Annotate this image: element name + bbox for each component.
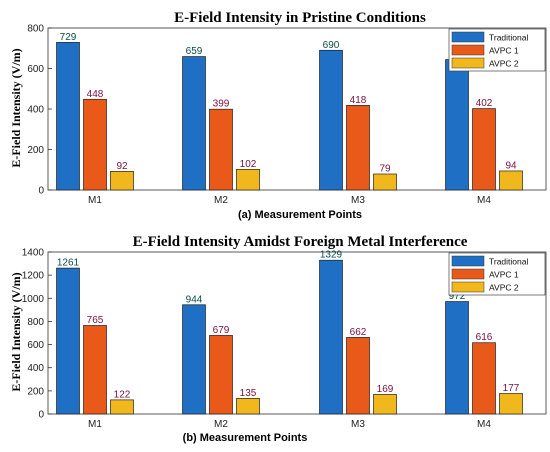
y-tick-label: 400 — [27, 105, 44, 116]
bar-avpc-2-m1 — [110, 171, 134, 191]
x-axis-label: (a) Measurement Points — [238, 209, 362, 221]
legend-label: AVPC 2 — [489, 283, 519, 293]
data-label: 944 — [186, 294, 203, 305]
data-label: 662 — [350, 327, 367, 338]
y-tick-label: 600 — [27, 340, 44, 351]
x-tick-label: M3 — [351, 419, 365, 430]
data-label: 94 — [505, 160, 517, 171]
data-label: 1329 — [320, 250, 343, 261]
data-label: 679 — [213, 325, 230, 336]
data-label: 135 — [240, 388, 257, 399]
legend-swatch — [451, 44, 485, 56]
bar-avpc-2-m4 — [499, 393, 523, 415]
y-tick-label: 800 — [27, 317, 44, 328]
bar-avpc-1-m2 — [209, 335, 233, 415]
y-tick-label: 600 — [27, 64, 44, 75]
y-tick-label: 400 — [27, 363, 44, 374]
data-label: 79 — [379, 164, 391, 175]
y-tick-label: 200 — [27, 145, 44, 156]
bars: 1261 944 1329 972 765 679 662 616 122 135 169 177 — [56, 250, 523, 415]
legend-swatch — [451, 255, 485, 267]
x-ticks: M1 M2 M3 M4 — [88, 186, 491, 206]
legend: Traditional AVPC 1 AVPC 2 — [448, 252, 546, 296]
bar-avpc-1-m4 — [472, 108, 496, 191]
data-label: 92 — [116, 161, 128, 172]
bar-avpc-2-m3 — [373, 394, 397, 415]
legend: Traditional AVPC 1 AVPC 2 — [448, 28, 546, 72]
x-tick-label: M4 — [477, 419, 491, 430]
bar-traditional-m1 — [56, 267, 80, 415]
x-tick-label: M1 — [88, 195, 102, 206]
data-label: 972 — [449, 291, 466, 302]
y-tick-label: 1200 — [22, 271, 45, 282]
x-axis-label: (b) Measurement Points — [183, 432, 308, 444]
data-label: 102 — [240, 159, 257, 170]
data-label: 177 — [503, 383, 520, 394]
bar-avpc-2-m2 — [236, 168, 260, 191]
y-ticks: 0 200 400 600 800 — [27, 24, 52, 197]
data-label: 122 — [114, 389, 131, 400]
plot-area — [47, 251, 547, 415]
bar-traditional-m3 — [319, 49, 343, 191]
bar-avpc-2-m2 — [236, 398, 260, 415]
data-label: 729 — [60, 32, 77, 43]
data-label: 418 — [350, 95, 367, 106]
x-tick-label: M4 — [477, 195, 491, 206]
chart-title: E-Field Intensity Amidst Foreign Metal I… — [133, 234, 468, 250]
y-tick-label: 1400 — [22, 248, 45, 259]
bar-traditional-m1 — [56, 42, 80, 191]
x-tick-label: M2 — [214, 419, 228, 430]
bar-avpc-2-m3 — [373, 173, 397, 191]
legend-label: AVPC 2 — [489, 59, 519, 69]
bar-avpc-1-m3 — [346, 337, 370, 415]
bar-avpc-2-m1 — [110, 399, 134, 415]
x-ticks: M1 M2 M3 M4 — [88, 410, 491, 430]
data-label: 659 — [186, 46, 203, 57]
y-tick-label: 0 — [38, 186, 44, 197]
y-tick-label: 800 — [27, 24, 44, 35]
data-label: 169 — [377, 384, 394, 395]
y-axis-label: E-Field Intensity (V/m) — [9, 272, 23, 391]
bar-avpc-1-m3 — [346, 105, 370, 191]
x-tick-label: M3 — [351, 195, 365, 206]
legend-label: AVPC 1 — [489, 46, 519, 56]
chart-panel-pristine: E-Field Intensity in Pristine Conditions… — [9, 10, 547, 221]
data-label: 448 — [87, 89, 104, 100]
legend-label: AVPC 1 — [489, 270, 519, 280]
bars: 729659690644448399418402921027994 — [56, 32, 523, 191]
bar-traditional-m3 — [319, 259, 343, 415]
legend-label: Traditional — [489, 257, 528, 267]
data-label: 616 — [476, 332, 493, 343]
data-label: 690 — [323, 40, 340, 51]
legend-swatch — [451, 281, 485, 293]
bar-traditional-m4 — [445, 59, 469, 191]
chart-panel-interference: E-Field Intensity Amidst Foreign Metal I… — [9, 234, 547, 444]
y-ticks: 0 200 400 600 800 1000 1200 1400 — [22, 248, 52, 421]
bar-traditional-m2 — [182, 304, 206, 415]
data-label: 402 — [476, 98, 493, 109]
bar-avpc-1-m1 — [83, 325, 107, 415]
legend-label: Traditional — [489, 33, 528, 43]
y-tick-label: 200 — [27, 386, 44, 397]
legend-swatch — [451, 57, 485, 69]
bar-avpc-1-m1 — [83, 98, 107, 191]
bar-traditional-m4 — [445, 301, 469, 415]
bar-avpc-1-m4 — [472, 342, 496, 415]
data-label: 399 — [213, 99, 230, 110]
legend-swatch — [451, 268, 485, 280]
bar-traditional-m2 — [182, 56, 206, 191]
chart-title: E-Field Intensity in Pristine Conditions — [174, 10, 426, 26]
x-tick-label: M1 — [88, 419, 102, 430]
data-label: 765 — [87, 315, 104, 326]
y-axis-label: E-Field Intensity (V/m) — [9, 48, 23, 167]
bar-avpc-1-m2 — [209, 108, 233, 191]
legend-swatch — [451, 31, 485, 43]
data-label: 1261 — [57, 258, 80, 269]
y-tick-label: 1000 — [22, 294, 45, 305]
bar-avpc-2-m4 — [499, 170, 523, 191]
x-tick-label: M2 — [214, 195, 228, 206]
y-tick-label: 0 — [38, 410, 44, 421]
